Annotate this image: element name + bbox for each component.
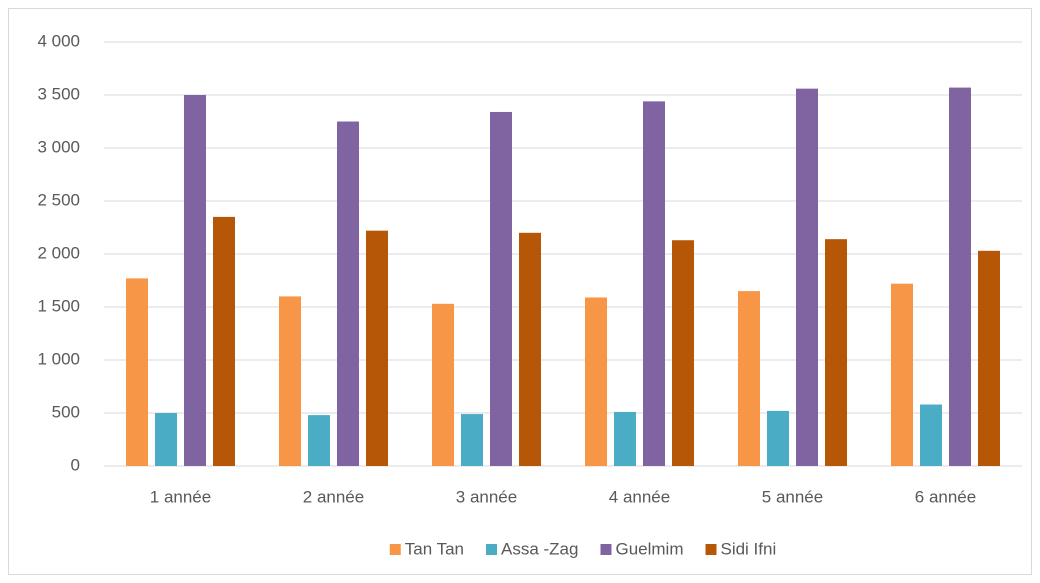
y-tick-label: 3 500	[37, 84, 80, 103]
x-tick-label: 2 année	[303, 487, 364, 506]
y-tick-label: 4 000	[37, 31, 80, 50]
x-tick-label: 1 année	[150, 487, 211, 506]
y-tick-label: 0	[71, 455, 80, 474]
bar	[279, 296, 301, 466]
legend-label: Sidi Ifni	[720, 539, 776, 558]
bar	[184, 95, 206, 466]
bar	[519, 232, 541, 466]
bar	[432, 303, 454, 466]
bar	[213, 216, 235, 466]
bar	[461, 414, 483, 466]
y-tick-label: 1 000	[37, 349, 80, 368]
y-tick-label: 2 000	[37, 243, 80, 262]
bar	[155, 413, 177, 466]
y-tick-label: 3 000	[37, 137, 80, 156]
x-tick-label: 5 année	[762, 487, 823, 506]
legend-swatch	[705, 544, 717, 555]
legend-swatch	[389, 544, 401, 555]
legend-label: Assa -Zag	[501, 539, 578, 558]
bar	[614, 411, 636, 466]
x-tick-label: 4 année	[609, 487, 670, 506]
bar	[490, 111, 512, 467]
bar	[767, 410, 789, 466]
bar	[308, 415, 330, 466]
bar	[920, 404, 942, 466]
bar	[126, 278, 148, 466]
bar	[672, 240, 694, 466]
legend-label: Tan Tan	[405, 539, 464, 558]
y-tick-label: 1 500	[37, 296, 80, 315]
y-tick-label: 500	[52, 402, 80, 421]
bar	[891, 283, 913, 466]
bar	[796, 88, 818, 466]
bar	[738, 291, 760, 466]
bar	[643, 101, 665, 467]
bar	[825, 239, 847, 466]
bar	[366, 230, 388, 466]
x-tick-label: 3 année	[456, 487, 517, 506]
bar	[978, 250, 1000, 466]
bar	[585, 297, 607, 466]
bar	[337, 121, 359, 466]
x-tick-label: 6 année	[915, 487, 976, 506]
legend-swatch	[600, 544, 612, 555]
y-tick-label: 2 500	[37, 190, 80, 209]
legend-swatch	[485, 544, 497, 555]
legend-label: Guelmim	[615, 539, 683, 558]
bar	[949, 87, 971, 466]
